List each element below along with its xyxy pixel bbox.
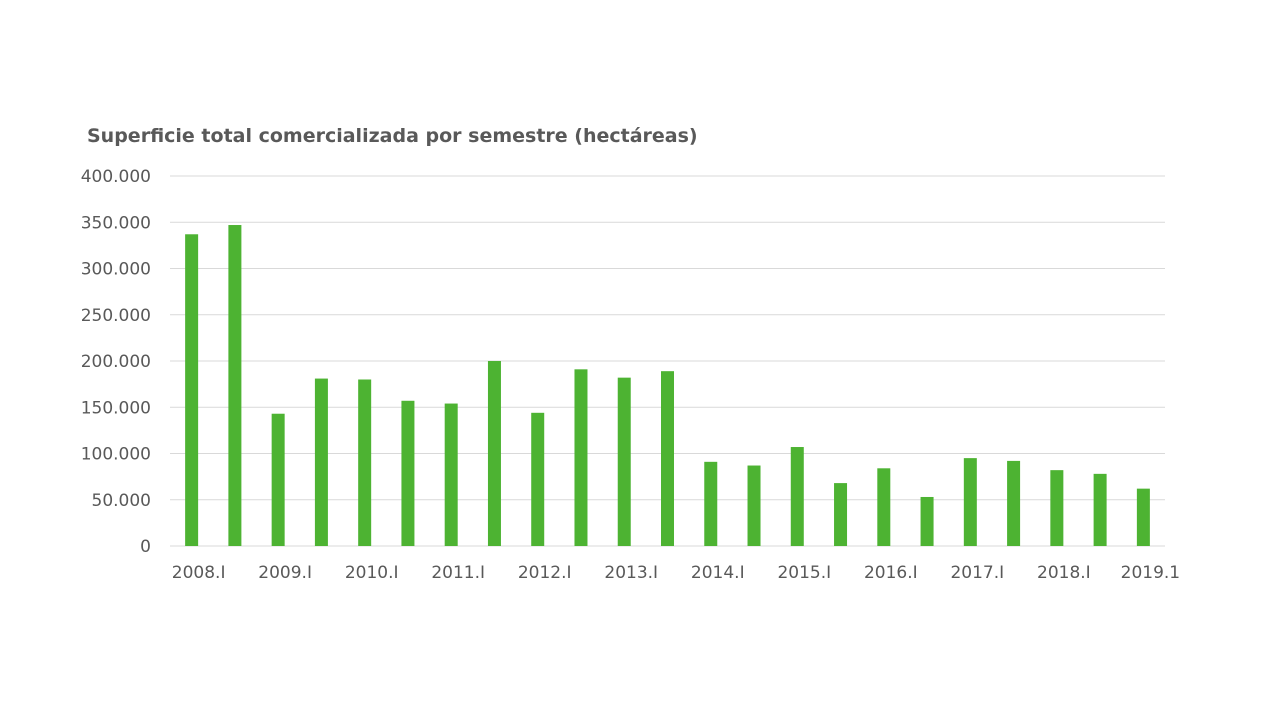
bar <box>790 447 804 546</box>
bar <box>1007 460 1021 546</box>
x-tick-label: 2010.I <box>345 563 399 583</box>
bar <box>834 483 848 546</box>
bar <box>401 400 415 546</box>
bar <box>531 412 545 546</box>
x-tick-label: 2011.I <box>431 563 485 583</box>
bar <box>963 458 977 546</box>
x-tick-label: 2019.1 <box>1121 563 1180 583</box>
bar <box>747 465 761 546</box>
bar <box>920 496 934 546</box>
bar <box>271 413 285 546</box>
y-tick-label: 200.000 <box>81 352 151 372</box>
bar <box>704 461 718 546</box>
bar <box>487 361 501 546</box>
bar <box>1136 488 1150 546</box>
bar <box>358 379 372 546</box>
bar <box>1093 473 1107 546</box>
x-tick-label: 2008.I <box>172 563 226 583</box>
x-tick-label: 2009.I <box>258 563 312 583</box>
x-axis-ticks: 2008.I 2009.I 2010.I 2011.I 2012.I 2013.I 2014… <box>172 563 1180 583</box>
y-tick-label: 50.000 <box>92 491 151 511</box>
x-tick-label: 2012.I <box>518 563 572 583</box>
chart-title: Superficie total comercializada por seme… <box>87 125 698 147</box>
bar <box>877 468 891 546</box>
x-tick-label: 2014.I <box>691 563 745 583</box>
bar <box>661 371 674 546</box>
y-axis-ticks: 0 50.000 100.000 150.000 200.000 250.000 300.0… <box>81 167 151 557</box>
x-tick-label: 2018.I <box>1037 563 1091 583</box>
y-tick-label: 0 <box>140 537 151 557</box>
bar <box>617 377 631 546</box>
y-tick-label: 300.000 <box>81 260 151 280</box>
bar <box>574 369 588 546</box>
y-tick-label: 400.000 <box>81 167 151 187</box>
y-tick-label: 350.000 <box>81 213 151 233</box>
bar <box>228 225 242 546</box>
bar <box>314 378 328 546</box>
x-tick-label: 2017.I <box>950 563 1004 583</box>
y-tick-label: 250.000 <box>81 306 151 326</box>
bar <box>1050 470 1064 546</box>
x-tick-label: 2013.I <box>604 563 658 583</box>
y-tick-label: 100.000 <box>81 445 151 465</box>
bar <box>185 234 199 546</box>
bar <box>444 403 458 546</box>
bars <box>185 225 1150 546</box>
x-tick-label: 2015.I <box>777 563 831 583</box>
x-tick-label: 2016.I <box>864 563 918 583</box>
y-tick-label: 150.000 <box>81 398 151 418</box>
